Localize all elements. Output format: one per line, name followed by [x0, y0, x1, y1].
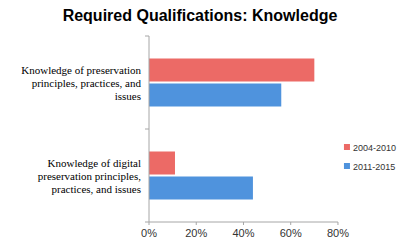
legend: 2004-2010 2011-2015 — [344, 143, 396, 172]
chart-svg: Required Qualifications: Knowledge 2004-2… — [0, 0, 399, 244]
category-label: Knowledge of preservationprinciples, pra… — [21, 64, 141, 102]
x-tick-label: 80% — [327, 227, 349, 239]
axes: 0% 20% 40% 60% 80% Knowledge of preservationp… — [21, 36, 349, 239]
legend-label: 2004-2010 — [353, 143, 396, 153]
category-label: Knowledge of digitalpreservation princip… — [38, 157, 141, 195]
x-tick — [149, 222, 150, 225]
legend-swatch — [344, 163, 350, 169]
category-tick — [145, 129, 149, 130]
x-tick-label: 40% — [232, 227, 254, 239]
legend-swatch — [344, 144, 350, 150]
bar — [149, 177, 253, 200]
legend-label: 2011-2015 — [353, 162, 395, 172]
x-tick — [290, 222, 291, 225]
x-tick-label: 0% — [141, 227, 157, 239]
category-tick — [145, 36, 149, 37]
bar — [149, 59, 314, 82]
chart-title: Required Qualifications: Knowledge — [63, 7, 338, 24]
x-tick — [243, 222, 244, 225]
bars — [149, 59, 314, 200]
x-tick-label: 20% — [185, 227, 207, 239]
category-tick — [145, 222, 149, 223]
bar — [149, 84, 281, 107]
chart-root: Required Qualifications: Knowledge 2004-2… — [0, 0, 399, 244]
x-tick — [196, 222, 197, 225]
x-tick-label: 60% — [280, 227, 302, 239]
x-tick — [337, 222, 338, 225]
bar — [149, 152, 175, 175]
